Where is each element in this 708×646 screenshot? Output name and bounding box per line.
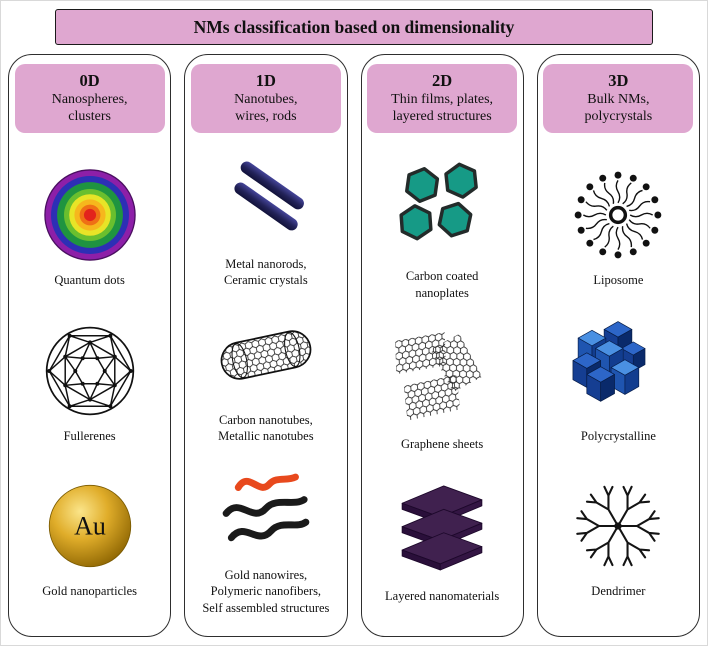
column-2d: 2D Thin films, plates, layered structure… (360, 54, 524, 637)
gold-nanoparticle-icon: Au (38, 474, 142, 578)
item-caption: Graphene sheets (400, 437, 484, 452)
dimension-label: 1D (255, 71, 276, 90)
column-3d: 3D Bulk NMs, polycrystals (536, 54, 700, 637)
column-3d-header: 3D Bulk NMs, polycrystals (543, 64, 694, 134)
dimension-subtitle-line: layered structures (392, 109, 492, 125)
carbon-nanotube-icon (214, 303, 318, 407)
dimension-subtitle-line: Bulk NMs, (587, 92, 650, 107)
metal-nanorods-icon (214, 147, 318, 251)
item-caption: Gold nanowires, Polymeric nanofibers, Se… (202, 568, 330, 615)
liposome-icon (566, 163, 670, 267)
item-graphene-sheets: Graphene sheets (390, 327, 494, 452)
item-carbon-coated-nanoplates: Carbon coated nanoplates (390, 159, 494, 301)
dimension-subtitle-line: clusters (68, 109, 111, 125)
figure-title: NMs classification based on dimensionali… (55, 9, 653, 45)
column-2d-items: Carbon coated nanoplates Graphene sheets (367, 133, 518, 630)
column-1d-items: Metal nanorods, Ceramic crystals (190, 133, 341, 630)
polycrystalline-icon (566, 319, 670, 423)
column-3d-items: Liposome (543, 133, 694, 630)
columns-container: 0D Nanospheres, clusters (1, 54, 707, 645)
item-caption: Metal nanorods, Ceramic crystals (224, 257, 308, 288)
item-caption: Carbon coated nanoplates (405, 269, 479, 300)
dimension-label: 2D (432, 71, 453, 90)
column-0d: 0D Nanospheres, clusters (8, 54, 172, 637)
column-0d-header: 0D Nanospheres, clusters (14, 64, 165, 134)
item-gold-nanoparticles: Au Gold nanoparticles (38, 474, 142, 599)
item-quantum-dots: Quantum dots (38, 163, 142, 288)
item-caption: Carbon nanotubes, Metallic nanotubes (218, 412, 314, 443)
column-1d: 1D Nanotubes, wires, rods (184, 54, 348, 637)
item-caption: Fullerenes (63, 428, 116, 443)
quantum-dots-icon (38, 163, 142, 267)
item-dendrimer: Dendrimer (566, 474, 670, 599)
graphene-sheets-icon (390, 327, 494, 431)
item-carbon-nanotubes: Carbon nanotubes, Metallic nanotubes (214, 303, 318, 445)
item-liposome: Liposome (566, 163, 670, 288)
dimension-subtitle-line: Nanospheres, (51, 92, 128, 107)
item-polycrystalline: Polycrystalline (566, 319, 670, 444)
column-1d-header: 1D Nanotubes, wires, rods (190, 64, 341, 134)
layered-nanomaterials-icon (390, 479, 494, 583)
item-caption: Polycrystalline (580, 428, 656, 443)
item-caption: Layered nanomaterials (385, 588, 500, 603)
dimension-subtitle-line: polycrystals (584, 109, 653, 125)
figure-title-text: NMs classification based on dimensionali… (193, 16, 515, 37)
gold-au-label: Au (74, 512, 106, 541)
dimension-subtitle-line: Thin films, plates, (391, 92, 494, 107)
dimension-subtitle-line: wires, rods (235, 109, 297, 125)
item-layered-nanomaterials: Layered nanomaterials (385, 479, 499, 604)
item-gold-nanowires: Gold nanowires, Polymeric nanofibers, Se… (202, 458, 329, 616)
fullerene-icon (38, 319, 142, 423)
column-2d-header: 2D Thin films, plates, layered structure… (367, 64, 518, 134)
item-caption: Liposome (593, 273, 644, 288)
item-caption: Quantum dots (54, 273, 125, 288)
item-caption: Gold nanoparticles (42, 584, 137, 599)
carbon-coated-nanoplates-icon (390, 159, 494, 263)
dimension-label: 0D (79, 71, 100, 90)
item-fullerenes: Fullerenes (38, 319, 142, 444)
nanowires-icon (214, 458, 318, 562)
item-metal-nanorods: Metal nanorods, Ceramic crystals (214, 147, 318, 289)
item-caption: Dendrimer (591, 584, 646, 599)
dendrimer-icon (566, 474, 670, 578)
dimension-label: 3D (608, 71, 629, 90)
column-0d-items: Quantum dots (14, 133, 165, 630)
dimension-subtitle-line: Nanotubes, (234, 92, 298, 107)
